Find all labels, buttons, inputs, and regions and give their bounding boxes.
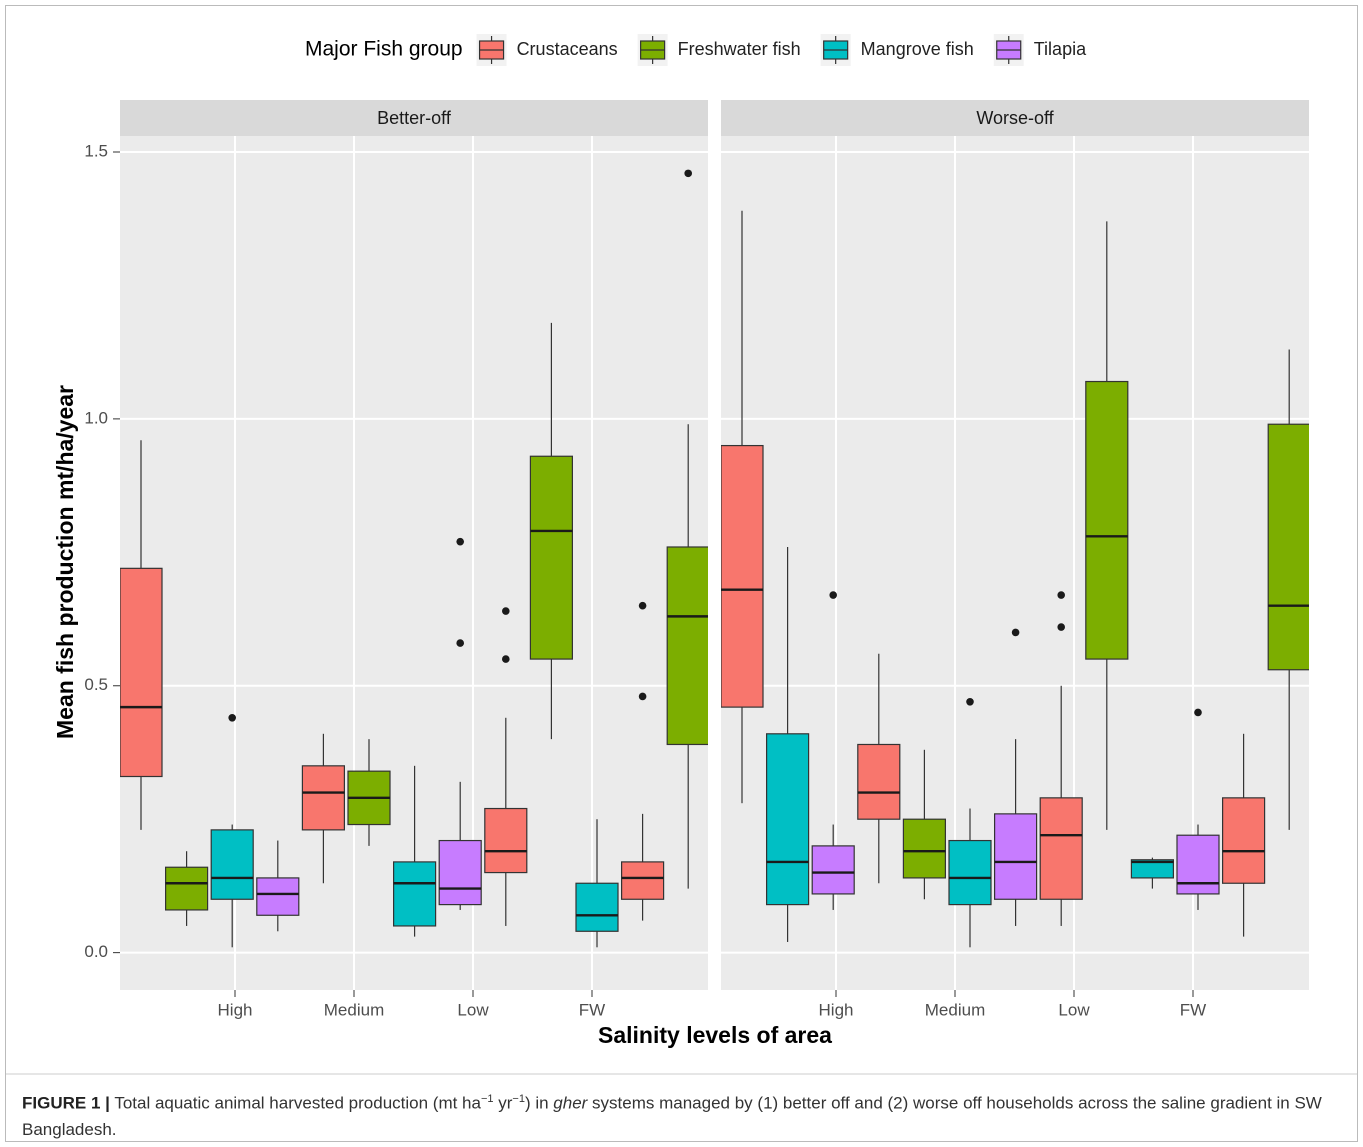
- box: [165, 866, 209, 911]
- box: [210, 829, 254, 900]
- strip: [721, 100, 1309, 136]
- legend-title: Major Fish group: [305, 38, 463, 61]
- x-tick-label: Medium: [925, 1000, 985, 1019]
- caption-sup: −1: [512, 1093, 525, 1105]
- x-tick-label: High: [819, 1000, 854, 1019]
- box: [1221, 797, 1266, 884]
- panel-marks: [120, 169, 708, 948]
- box: [811, 845, 855, 895]
- box: [393, 861, 437, 927]
- box: [438, 839, 482, 906]
- strip-label: Worse-off: [976, 108, 1054, 128]
- outlier: [966, 697, 974, 706]
- outlier: [502, 607, 510, 615]
- outlier: [1011, 628, 1020, 637]
- y-axis-label: Mean fish production mt/ha/year: [52, 385, 78, 739]
- strip: [120, 100, 708, 136]
- legend-label: Freshwater fish: [678, 39, 801, 59]
- box: [120, 567, 163, 778]
- box: [993, 813, 1038, 900]
- box: [1085, 380, 1129, 660]
- outlier: [1057, 591, 1065, 599]
- x-tick-label: FW: [1180, 1000, 1206, 1019]
- x-tick-label: Low: [457, 1000, 489, 1019]
- outlier: [1057, 623, 1065, 631]
- x-axis-label: Salinity levels of area: [598, 1022, 832, 1048]
- caption-text: ) in: [524, 1093, 554, 1113]
- y-tick-label: 0.5: [84, 675, 108, 694]
- box: [1039, 797, 1083, 900]
- outlier: [456, 537, 465, 546]
- outlier: [638, 601, 647, 610]
- box: [948, 839, 992, 906]
- box: [529, 455, 574, 660]
- caption: FIGURE 1 | Total aquatic animal harveste…: [22, 1086, 1332, 1143]
- box: [256, 877, 300, 916]
- box: [484, 807, 528, 874]
- legend-label: Mangrove fish: [861, 39, 974, 59]
- box: [620, 861, 665, 900]
- x-tick-label: Medium: [324, 1000, 384, 1019]
- y-tick-label: 0.0: [84, 942, 108, 961]
- caption-italic: gher: [553, 1093, 588, 1113]
- outlier: [638, 692, 647, 701]
- box: [1176, 834, 1220, 895]
- x-tick-label: Low: [1058, 1000, 1090, 1019]
- caption-text: systems managed by (1) better off and (2…: [22, 1093, 1322, 1139]
- box: [857, 743, 901, 820]
- panel-marks: [721, 210, 1309, 948]
- outlier: [502, 655, 510, 663]
- box: [765, 733, 810, 906]
- box: [902, 818, 947, 879]
- caption-label: FIGURE 1 |: [22, 1093, 110, 1113]
- legend-label: Tilapia: [1034, 39, 1087, 59]
- outlier: [456, 639, 465, 647]
- strip-label: Better-off: [377, 108, 452, 128]
- x-tick-label: High: [218, 1000, 253, 1019]
- box: [301, 765, 345, 831]
- outlier: [1194, 708, 1202, 717]
- outlier: [684, 169, 692, 178]
- box: [1267, 423, 1309, 671]
- frame: [5, 5, 1358, 1142]
- outlier: [829, 591, 837, 599]
- caption-sup: −1: [480, 1093, 494, 1105]
- caption-text: Total aquatic animal harvested productio…: [114, 1093, 481, 1113]
- box: [721, 444, 764, 708]
- x-tick-label: FW: [579, 1000, 605, 1019]
- box: [575, 882, 619, 932]
- outlier: [228, 713, 236, 722]
- legend-label: Crustaceans: [517, 39, 618, 59]
- y-tick-label: 1.0: [84, 408, 108, 427]
- y-tick-label: 1.5: [84, 141, 108, 160]
- caption-text: yr: [493, 1093, 513, 1113]
- box: [666, 546, 708, 746]
- box: [1130, 859, 1175, 879]
